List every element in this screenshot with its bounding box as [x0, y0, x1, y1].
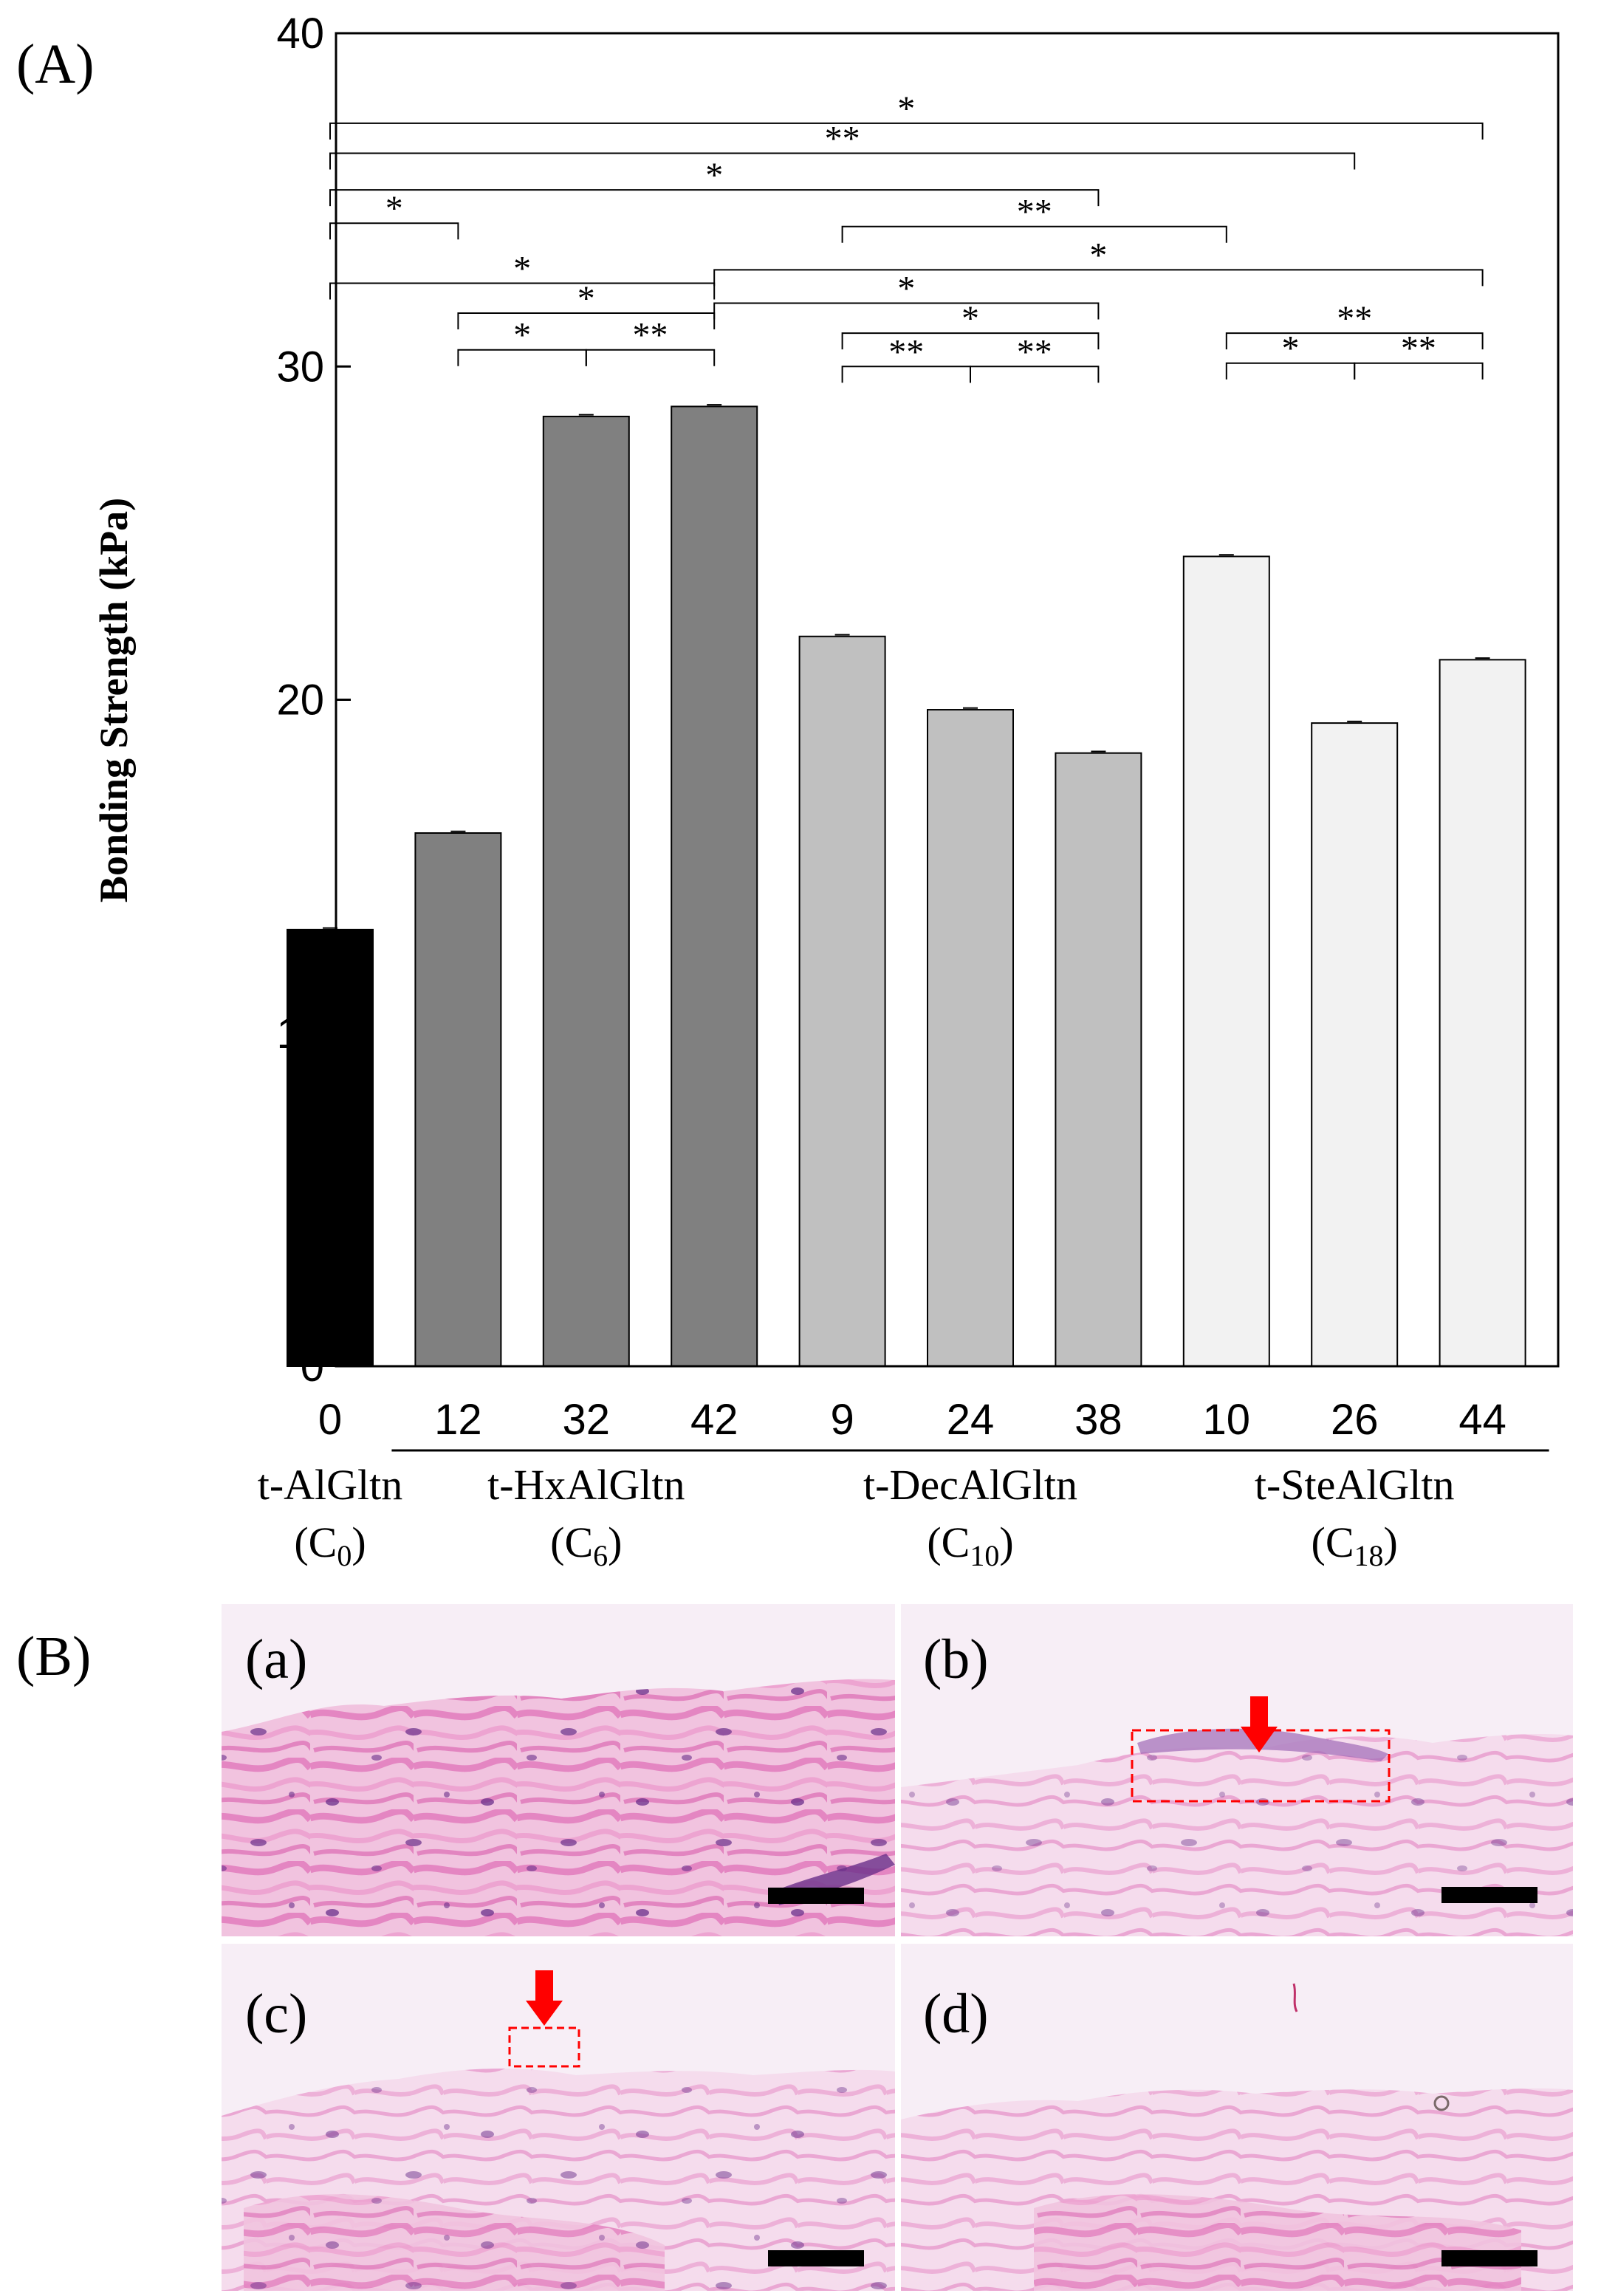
x-tick-label: 44 — [1458, 1396, 1506, 1444]
significance-label: * — [705, 156, 723, 195]
x-tick-label: 32 — [563, 1396, 611, 1444]
bar — [1182, 555, 1270, 1367]
highlight-box-c — [508, 2026, 580, 2068]
micrograph-a: (a) — [222, 1604, 895, 1936]
bar — [542, 415, 630, 1367]
bar — [798, 635, 886, 1367]
histology-panels: (a) (b) (c) — [222, 1604, 1573, 2291]
bar — [1439, 659, 1526, 1367]
y-tick-label: 30 — [276, 343, 324, 391]
significance-label: * — [385, 189, 403, 228]
significance-label: * — [513, 316, 531, 355]
significance-label: ** — [1017, 193, 1052, 232]
significance-label: ** — [1017, 332, 1052, 371]
error-bars — [323, 404, 1490, 929]
significance-bracket — [713, 302, 1100, 320]
group-name: t-DecAlGltn — [863, 1461, 1077, 1509]
panel-label-b: (B) — [16, 1625, 91, 1687]
y-tick-label: 10 — [276, 1010, 324, 1058]
significance-bracket — [1354, 362, 1484, 380]
significance-bracket — [713, 269, 1484, 287]
significance-label: * — [577, 279, 595, 318]
y-tick-label: 40 — [276, 10, 324, 58]
significance-bracket — [329, 189, 1100, 207]
y-tick-label: 20 — [276, 676, 324, 724]
significance-bracket — [329, 222, 459, 240]
bar — [414, 832, 502, 1367]
x-tick-label: 26 — [1331, 1396, 1379, 1444]
significance-label: * — [897, 89, 915, 128]
significance-label: ** — [1401, 329, 1436, 369]
significance-bracket — [329, 152, 1356, 170]
significance-label: * — [513, 249, 531, 288]
micrograph-label-c: (c) — [245, 1983, 307, 2045]
scale-bar-a — [768, 1888, 864, 1904]
bar — [1311, 722, 1399, 1367]
significance-bracket — [457, 312, 716, 330]
group-name: t-AlGltn — [258, 1461, 403, 1509]
x-axis-tick-labels: 0 12 32 42 9 24 38 10 26 44 — [318, 1396, 1506, 1444]
scale-bar-d — [1441, 2250, 1537, 2266]
x-tick-label: 10 — [1203, 1396, 1251, 1444]
highlight-box-b — [1131, 1729, 1391, 1803]
x-tick-label: 24 — [947, 1396, 995, 1444]
significance-bracket — [585, 349, 716, 366]
group-chain-length: (C10) — [927, 1518, 1013, 1572]
micrograph-d: (d) — [901, 1944, 1573, 2291]
group-chain-length: (C0) — [294, 1518, 366, 1572]
significance-label: * — [897, 270, 915, 309]
group-chain-length: (C6) — [550, 1518, 622, 1572]
annotation-arrow-b — [1241, 1696, 1278, 1752]
significance-label: ** — [1337, 299, 1372, 338]
micrograph-b: (b) — [901, 1604, 1573, 1936]
y-tick-label: 0 — [301, 1343, 324, 1391]
micrograph-label-d: (d) — [923, 1983, 989, 2045]
significance-brackets: ***** *** ** ** *** ** ** ** * ** — [329, 89, 1484, 383]
x-tick-label: 42 — [690, 1396, 738, 1444]
scale-bar-c — [768, 2250, 864, 2266]
significance-label: ** — [888, 332, 924, 371]
bar — [671, 405, 758, 1367]
panel-label-a: (A) — [16, 33, 95, 95]
scale-bar-b — [1441, 1887, 1537, 1903]
y-axis-ticks: 0 10 20 30 40 — [276, 10, 351, 1391]
bars — [287, 405, 1526, 1368]
significance-label: * — [1282, 329, 1300, 369]
micrograph-c: (c) — [222, 1944, 895, 2291]
group-name: t-SteAlGltn — [1255, 1461, 1455, 1509]
significance-bracket — [841, 225, 1227, 243]
x-tick-label: 12 — [434, 1396, 482, 1444]
micrograph-label-b: (b) — [923, 1628, 989, 1690]
significance-bracket — [329, 282, 716, 300]
group-name: t-HxAlGltn — [487, 1461, 685, 1509]
group-chain-length: (C18) — [1312, 1518, 1398, 1572]
significance-bracket — [1225, 332, 1484, 350]
significance-label: * — [961, 299, 979, 338]
significance-label: ** — [825, 119, 860, 158]
bar — [927, 709, 1014, 1367]
bar — [1055, 752, 1142, 1367]
x-tick-label: 9 — [830, 1396, 854, 1444]
significance-bracket — [970, 366, 1100, 383]
micrograph-label-a: (a) — [245, 1628, 307, 1690]
significance-label: * — [1089, 236, 1107, 275]
x-tick-label: 38 — [1074, 1396, 1122, 1444]
group-labels: t-AlGltn (C0) t-HxAlGltn (C6) t-DecAlGltn (C1… — [258, 1449, 1549, 1572]
significance-label: ** — [633, 316, 668, 355]
annotation-arrow-c — [526, 1970, 563, 2026]
x-tick-label: 0 — [318, 1396, 342, 1444]
y-axis-label: Bonding Strength (kPa) — [92, 498, 136, 902]
bar — [287, 928, 374, 1368]
significance-bracket — [329, 122, 1484, 140]
significance-bracket — [841, 332, 1100, 350]
